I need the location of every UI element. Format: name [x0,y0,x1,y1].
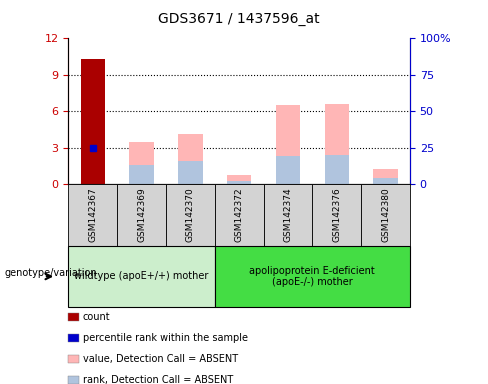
Text: count: count [83,312,111,322]
Bar [227,181,251,184]
Text: GSM142374: GSM142374 [284,188,292,242]
Bar [81,59,105,184]
Text: apolipoprotein E-deficient
(apoE-/-) mother: apolipoprotein E-deficient (apoE-/-) mot… [249,266,375,287]
Bar [373,178,398,184]
Text: genotype/variation: genotype/variation [5,268,98,278]
Bar [178,161,203,184]
Text: value, Detection Call = ABSENT: value, Detection Call = ABSENT [83,354,238,364]
Bar [129,165,154,184]
Bar [276,105,300,184]
Text: wildtype (apoE+/+) mother: wildtype (apoE+/+) mother [74,271,209,281]
Text: GDS3671 / 1437596_at: GDS3671 / 1437596_at [158,12,320,25]
Bar [129,142,154,184]
Text: GSM142369: GSM142369 [137,188,146,242]
Text: GSM142372: GSM142372 [235,188,244,242]
Bar [325,104,349,184]
Text: percentile rank within the sample: percentile rank within the sample [83,333,248,343]
Text: GSM142376: GSM142376 [332,188,341,242]
Text: rank, Detection Call = ABSENT: rank, Detection Call = ABSENT [83,375,233,384]
Bar [227,175,251,184]
Text: GSM142380: GSM142380 [381,188,390,242]
Bar [276,156,300,184]
Text: GSM142370: GSM142370 [186,188,195,242]
Bar [325,155,349,184]
Text: GSM142367: GSM142367 [88,188,97,242]
Bar [373,169,398,184]
Bar [178,134,203,184]
